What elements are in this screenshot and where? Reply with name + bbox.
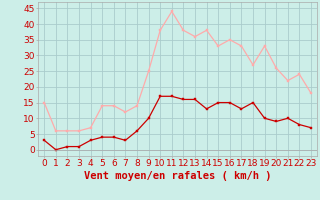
X-axis label: Vent moyen/en rafales ( km/h ): Vent moyen/en rafales ( km/h ): [84, 171, 271, 181]
